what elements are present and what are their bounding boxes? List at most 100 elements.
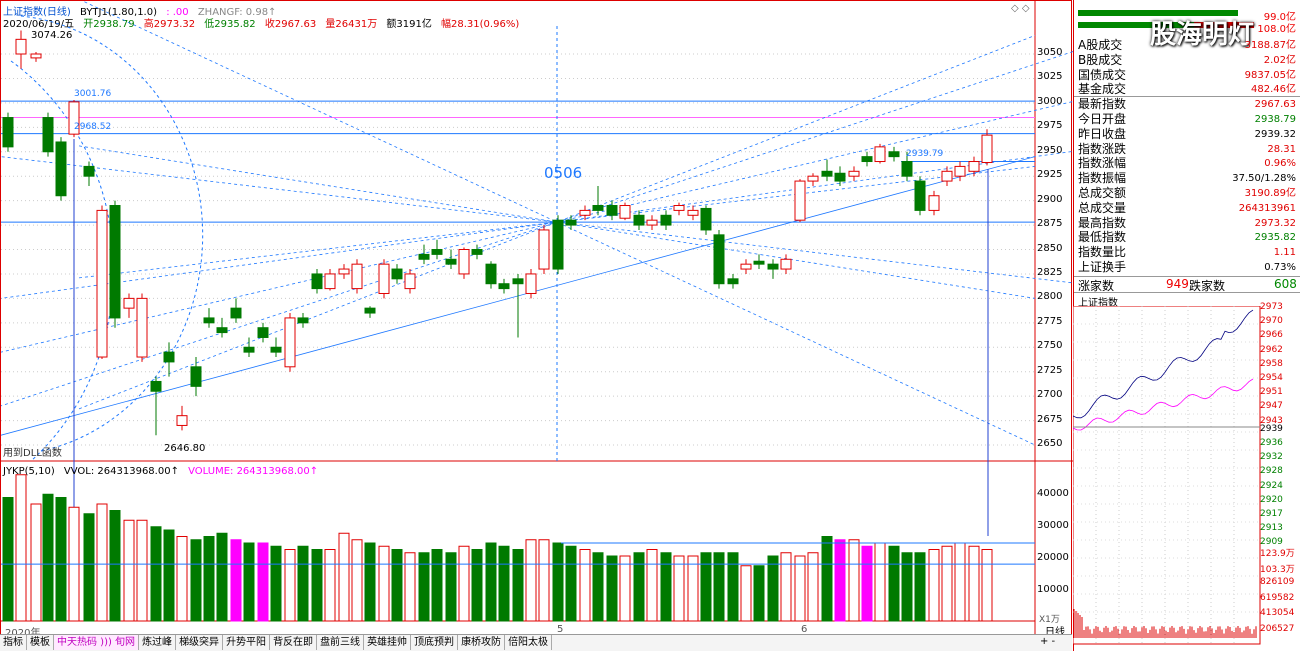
volume-bar: [646, 549, 658, 622]
window-controls[interactable]: ◇ ◇: [1011, 3, 1030, 14]
volume-bar: [230, 539, 242, 622]
candle-down: [109, 205, 121, 319]
candle-up: [848, 170, 860, 177]
volume-tick: 30000: [1037, 520, 1069, 531]
indicator-tab[interactable]: 中天热码 ))) 旬网: [54, 635, 140, 650]
indicator-tab[interactable]: 梯级突异: [176, 635, 224, 650]
month-5-label: 5: [557, 624, 564, 635]
indicator-tab[interactable]: 康桥攻防: [458, 635, 506, 650]
mini-axis-tick: 2951: [1260, 387, 1283, 398]
period-button[interactable]: 日线: [1045, 627, 1065, 638]
quote-row: 指数涨跌 28.31: [1076, 142, 1298, 157]
intraday-avg-line: [1073, 378, 1254, 431]
chart-title: 上证指数(日线): [3, 7, 71, 18]
intraday-price-line: [1073, 309, 1254, 419]
quote-row-value: 9837.05亿: [1244, 69, 1296, 81]
intraday-mini-chart: [1073, 306, 1261, 645]
candle-up: [794, 180, 806, 221]
mini-axis-tick: 2913: [1260, 523, 1283, 534]
volume-bar: [606, 555, 618, 622]
candle-up: [525, 273, 537, 294]
quote-row-value: 2.02亿: [1263, 54, 1296, 66]
volume-bar: [767, 555, 779, 622]
price-tick: 2700: [1037, 389, 1063, 401]
volume-bar: [2, 497, 14, 622]
volume-bar: [42, 493, 54, 622]
chart-header-row2: 2020/06/19/五 开2938.79 高2973.32 低2935.82 …: [3, 15, 525, 30]
main-chart-panel[interactable]: 上证指数(日线) BYTJ1(1.80,1.0) : .00 ZHANGF: 0…: [0, 0, 1073, 651]
indicator-value: : .00: [166, 7, 189, 18]
quote-row-label: B股成交: [1078, 52, 1123, 67]
volume-bar: [176, 536, 188, 622]
volume-bar: [458, 545, 470, 622]
volume-bar: [150, 526, 162, 622]
volume-axis: 40000 30000 20000 10000: [1037, 461, 1071, 621]
quote-row: 最新指数 2967.63: [1076, 97, 1298, 112]
bar-open: 开2938.79: [83, 19, 135, 30]
volume-tick: 10000: [1037, 584, 1069, 595]
candle-down: [821, 170, 833, 177]
quote-row-value: 2973.32: [1254, 217, 1296, 229]
candle-down: [297, 317, 309, 324]
candlestick-chart: [1, 1, 1073, 636]
mini-axis-tick: 2924: [1260, 480, 1283, 491]
volume-bar-red: [1194, 22, 1254, 28]
candle-up: [780, 258, 792, 270]
indicator-tab[interactable]: 模板: [27, 635, 54, 650]
volume-bar: [203, 536, 215, 622]
candle-down: [901, 161, 913, 177]
volume-bar-green-2: [1078, 22, 1228, 28]
price-tick: 3050: [1037, 47, 1063, 58]
candle-down: [700, 207, 712, 231]
indicator-tab-bar: 指标 模板 中天热码 ))) 旬网 炼过峰 梯级突异 升势平阳 背反在即 盘前三线 英雄挂帅 顶底…: [0, 634, 1072, 651]
volume-bar: [404, 552, 416, 622]
fan-line: [1, 150, 1073, 299]
price-tick: 2825: [1037, 266, 1063, 278]
volume-bar: [284, 549, 296, 622]
high-annotation: 3074.26: [31, 30, 73, 41]
volume-bar: [579, 549, 591, 622]
price-annotation-1: 3001.76: [74, 89, 112, 99]
candle-down: [418, 253, 430, 260]
indicator-tab[interactable]: 倍阳太极: [505, 635, 553, 650]
volume-bar: [874, 542, 886, 622]
volume-bar: [592, 552, 604, 622]
quote-row-value: 0.96%: [1264, 158, 1296, 170]
candle-up: [954, 165, 966, 177]
price-tick: 2950: [1037, 144, 1063, 156]
indicator-tab[interactable]: 指标: [0, 635, 27, 650]
bar-amount: 额3191亿: [386, 19, 432, 30]
mini-chart-title: 上证指数: [1078, 298, 1118, 309]
volume-bar: [954, 542, 966, 622]
price-tick: 2850: [1037, 242, 1063, 254]
indicator-tab[interactable]: 升势平阳: [223, 635, 271, 650]
fan-line: [81, 1, 1036, 446]
tab-scroll-buttons[interactable]: + -: [1040, 636, 1056, 647]
volume-bar: [471, 549, 483, 622]
indicator-tab[interactable]: 顶底预判: [411, 635, 459, 650]
indicator-tab[interactable]: 炼过峰: [139, 635, 177, 650]
price-tick: 2975: [1037, 120, 1063, 132]
volume-bar: [713, 552, 725, 622]
volume-bar: [753, 565, 765, 622]
quote-row: 国债成交 9837.05亿: [1076, 68, 1298, 83]
price-tick: 2750: [1037, 340, 1063, 352]
mini-axis-tick: 2920: [1260, 494, 1283, 505]
quote-row-value: 2935.82: [1254, 232, 1296, 244]
candle-up: [284, 317, 296, 368]
volume-bar: [311, 549, 323, 622]
candle-down: [216, 327, 228, 334]
indicator-tab[interactable]: 盘前三线: [317, 635, 365, 650]
quote-row-label: 昨日收盘: [1078, 126, 1127, 141]
indicator-tab[interactable]: 背反在即: [270, 635, 318, 650]
candle-down: [498, 283, 510, 290]
candle-down: [914, 180, 926, 211]
candle-down: [311, 273, 323, 290]
volume-bar: [297, 545, 309, 622]
volume-bar: [794, 555, 806, 622]
quote-row: 最低指数 2935.82: [1076, 230, 1298, 245]
candle-down: [633, 214, 645, 226]
mini-axis-tick: 206527: [1260, 623, 1295, 634]
top-value-2: 108.0亿: [1257, 24, 1296, 35]
indicator-tab[interactable]: 英雄挂帅: [364, 635, 412, 650]
